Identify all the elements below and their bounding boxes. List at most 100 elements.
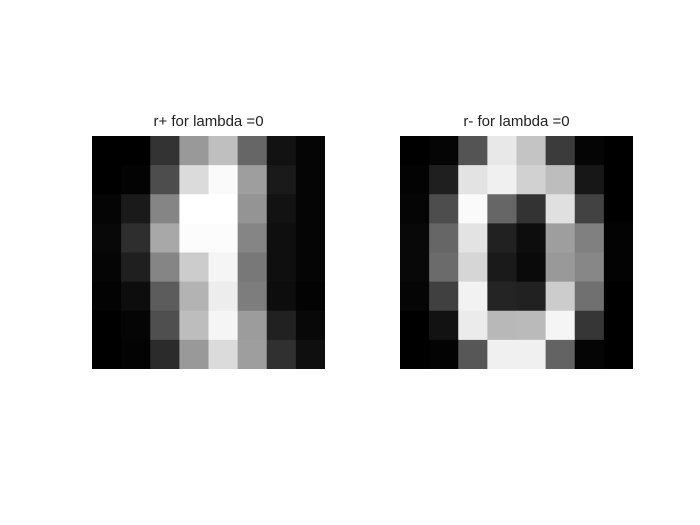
heatmap-0-cell-r0-c4 xyxy=(208,136,239,166)
heatmap-1-cell-r2-c0 xyxy=(400,194,430,224)
heatmap-r-plus xyxy=(92,136,325,369)
heatmap-0-cell-r6-c0 xyxy=(92,310,122,341)
heatmap-0-cell-r3-c0 xyxy=(92,223,122,254)
heatmap-0-cell-r1-c6 xyxy=(266,165,297,195)
heatmap-0-cell-r3-c3 xyxy=(179,223,210,254)
heatmap-0-cell-r4-c0 xyxy=(92,252,122,283)
heatmap-1-cell-r3-c0 xyxy=(400,223,430,254)
heatmap-0-cell-r1-c4 xyxy=(208,165,239,195)
heatmap-0-cell-r1-c1 xyxy=(121,165,151,195)
heatmap-1-cell-r0-c4 xyxy=(516,136,547,166)
heatmap-0-cell-r7-c3 xyxy=(179,339,210,369)
heatmap-0-cell-r5-c2 xyxy=(150,281,180,312)
heatmap-0-cell-r1-c3 xyxy=(179,165,210,195)
heatmap-0-cell-r1-c0 xyxy=(92,165,122,195)
heatmap-0-cell-r0-c3 xyxy=(179,136,210,166)
heatmap-1-cell-r4-c5 xyxy=(545,252,576,283)
heatmap-0-cell-r7-c6 xyxy=(266,339,297,369)
heatmap-0-cell-r5-c0 xyxy=(92,281,122,312)
heatmap-1-cell-r3-c2 xyxy=(458,223,488,254)
heatmap-0-cell-r3-c1 xyxy=(121,223,151,254)
heatmap-1-cell-r1-c6 xyxy=(574,165,605,195)
heatmap-0-cell-r0-c1 xyxy=(121,136,151,166)
heatmap-0-cell-r1-c7 xyxy=(295,165,325,195)
heatmap-0-cell-r6-c2 xyxy=(150,310,180,341)
heatmap-1-cell-r7-c4 xyxy=(516,339,547,369)
heatmap-1-cell-r3-c5 xyxy=(545,223,576,254)
heatmap-0-cell-r4-c6 xyxy=(266,252,297,283)
heatmap-1-cell-r2-c2 xyxy=(458,194,488,224)
heatmap-1-cell-r6-c1 xyxy=(429,310,459,341)
heatmap-0-cell-r7-c2 xyxy=(150,339,180,369)
heatmap-1-cell-r0-c2 xyxy=(458,136,488,166)
heatmap-0-cell-r5-c4 xyxy=(208,281,239,312)
heatmap-0-cell-r2-c6 xyxy=(266,194,297,224)
heatmap-1-cell-r1-c3 xyxy=(487,165,518,195)
heatmap-1-cell-r4-c4 xyxy=(516,252,547,283)
heatmap-0-cell-r4-c7 xyxy=(295,252,325,283)
heatmap-1-cell-r4-c7 xyxy=(603,252,633,283)
heatmap-1-cell-r3-c3 xyxy=(487,223,518,254)
plot-title-r-plus: r+ for lambda =0 xyxy=(153,113,264,130)
heatmap-1-cell-r5-c5 xyxy=(545,281,576,312)
heatmap-0-cell-r2-c3 xyxy=(179,194,210,224)
heatmap-0-cell-r0-c6 xyxy=(266,136,297,166)
heatmap-1-cell-r4-c0 xyxy=(400,252,430,283)
heatmap-1-cell-r0-c5 xyxy=(545,136,576,166)
heatmap-0-cell-r0-c2 xyxy=(150,136,180,166)
heatmap-0-cell-r5-c1 xyxy=(121,281,151,312)
heatmap-0-cell-r2-c7 xyxy=(295,194,325,224)
heatmap-0-cell-r4-c2 xyxy=(150,252,180,283)
heatmap-0-cell-r0-c5 xyxy=(237,136,268,166)
heatmap-1-cell-r6-c6 xyxy=(574,310,605,341)
heatmap-0-cell-r5-c5 xyxy=(237,281,268,312)
heatmap-1-cell-r2-c6 xyxy=(574,194,605,224)
heatmap-1-cell-r7-c6 xyxy=(574,339,605,369)
heatmap-1-cell-r2-c3 xyxy=(487,194,518,224)
heatmap-1-cell-r4-c1 xyxy=(429,252,459,283)
heatmap-r-minus xyxy=(400,136,633,369)
heatmap-1-cell-r5-c2 xyxy=(458,281,488,312)
heatmap-1-cell-r0-c1 xyxy=(429,136,459,166)
heatmap-1-cell-r3-c4 xyxy=(516,223,547,254)
heatmap-0-cell-r0-c7 xyxy=(295,136,325,166)
heatmap-1-cell-r0-c0 xyxy=(400,136,430,166)
heatmap-1-cell-r7-c2 xyxy=(458,339,488,369)
heatmap-1-cell-r0-c3 xyxy=(487,136,518,166)
heatmap-0-cell-r2-c1 xyxy=(121,194,151,224)
heatmap-1-cell-r6-c3 xyxy=(487,310,518,341)
heatmap-0-cell-r4-c3 xyxy=(179,252,210,283)
heatmap-0-cell-r1-c2 xyxy=(150,165,180,195)
heatmap-0-cell-r3-c5 xyxy=(237,223,268,254)
heatmap-1-cell-r6-c2 xyxy=(458,310,488,341)
heatmap-0-cell-r4-c4 xyxy=(208,252,239,283)
heatmap-0-cell-r2-c2 xyxy=(150,194,180,224)
heatmap-0-cell-r2-c4 xyxy=(208,194,239,224)
heatmap-1-cell-r7-c1 xyxy=(429,339,459,369)
heatmap-1-cell-r3-c6 xyxy=(574,223,605,254)
heatmap-0-cell-r1-c5 xyxy=(237,165,268,195)
heatmap-1-cell-r5-c4 xyxy=(516,281,547,312)
heatmap-0-cell-r6-c5 xyxy=(237,310,268,341)
heatmap-1-cell-r2-c5 xyxy=(545,194,576,224)
heatmap-1-cell-r4-c6 xyxy=(574,252,605,283)
heatmap-0-cell-r3-c6 xyxy=(266,223,297,254)
heatmap-0-cell-r3-c7 xyxy=(295,223,325,254)
heatmap-1-cell-r2-c7 xyxy=(603,194,633,224)
heatmap-0-cell-r7-c0 xyxy=(92,339,122,369)
heatmap-1-cell-r1-c2 xyxy=(458,165,488,195)
heatmap-1-cell-r7-c7 xyxy=(603,339,633,369)
heatmap-1-cell-r7-c5 xyxy=(545,339,576,369)
heatmap-1-cell-r2-c4 xyxy=(516,194,547,224)
heatmap-0-cell-r4-c1 xyxy=(121,252,151,283)
heatmap-0-cell-r2-c5 xyxy=(237,194,268,224)
heatmap-1-cell-r5-c3 xyxy=(487,281,518,312)
heatmap-1-cell-r6-c0 xyxy=(400,310,430,341)
heatmap-0-cell-r3-c2 xyxy=(150,223,180,254)
heatmap-0-cell-r6-c1 xyxy=(121,310,151,341)
heatmap-0-cell-r5-c7 xyxy=(295,281,325,312)
heatmap-1-cell-r5-c1 xyxy=(429,281,459,312)
plot-title-r-minus: r- for lambda =0 xyxy=(463,113,570,130)
heatmap-1-cell-r7-c0 xyxy=(400,339,430,369)
